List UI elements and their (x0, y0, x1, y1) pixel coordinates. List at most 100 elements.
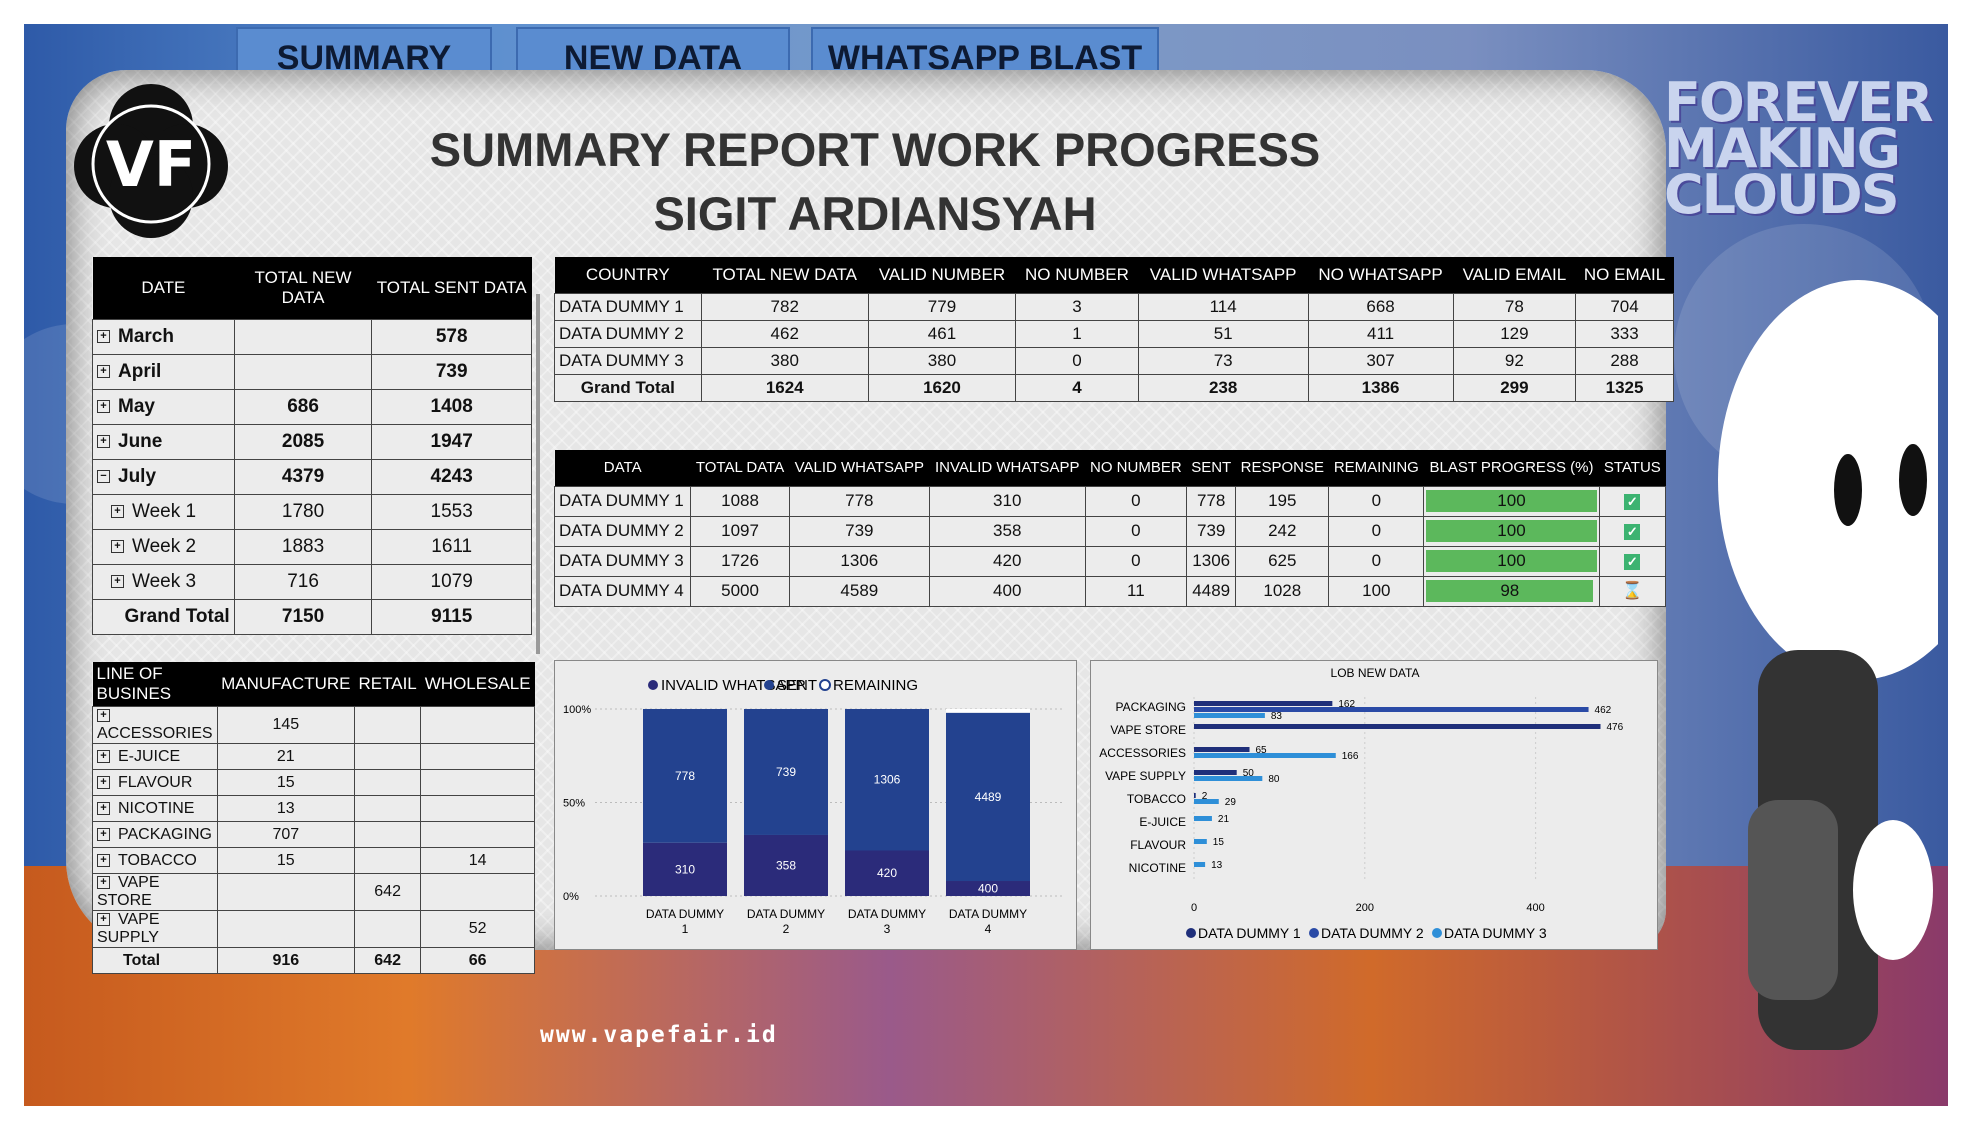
blast-col-header[interactable]: INVALID WHATSAPP (929, 450, 1086, 486)
lob-bar[interactable] (1194, 724, 1601, 729)
bar-invalid-segment[interactable] (744, 834, 828, 896)
lob-bar[interactable] (1194, 701, 1333, 706)
lob-bar[interactable] (1194, 776, 1263, 781)
country-col-header[interactable]: NO NUMBER (1015, 257, 1139, 293)
data-label-sent: 739 (776, 765, 796, 779)
blast-col-header[interactable]: NO NUMBER (1085, 450, 1187, 486)
col-total-new[interactable]: TOTAL NEW DATA (234, 257, 372, 319)
expand-icon[interactable]: + (111, 504, 124, 518)
bar-sent-segment[interactable] (643, 709, 727, 843)
lob-bar[interactable] (1194, 707, 1589, 712)
expand-icon[interactable]: + (111, 539, 124, 553)
stack-bar[interactable]: 400 4489 (946, 709, 1030, 896)
expand-icon[interactable]: + (97, 876, 110, 890)
date-row: + May 686 1408 (92, 388, 532, 425)
retail-cell (353, 910, 422, 948)
stack-bar[interactable]: 310 778 (643, 709, 727, 896)
country-col-header[interactable]: NO WHATSAPP (1308, 257, 1454, 293)
lob-bar[interactable] (1194, 862, 1206, 867)
sent-cell: 4243 (371, 458, 532, 495)
expand-icon[interactable]: + (97, 801, 110, 815)
blast-col-header[interactable]: SENT (1186, 450, 1236, 486)
lob-bar[interactable] (1194, 839, 1207, 844)
blast-col-header[interactable]: RESPONSE (1235, 450, 1329, 486)
expand-icon[interactable]: + (97, 399, 110, 413)
expand-icon[interactable]: + (97, 434, 110, 448)
lob-bar[interactable] (1194, 799, 1219, 804)
page-title: SUMMARY REPORT WORK PROGRESS SIGIT ARDIA… (429, 123, 1321, 240)
retail-cell (353, 769, 422, 796)
wholesale-cell: 52 (420, 910, 536, 948)
expand-icon[interactable]: + (97, 709, 110, 723)
retail-cell (353, 706, 422, 744)
country-col-header[interactable]: VALID WHATSAPP (1138, 257, 1308, 293)
legend-label: DATA DUMMY 3 (1444, 925, 1547, 941)
legend-marker (1309, 928, 1319, 938)
country-col-header[interactable]: VALID EMAIL (1453, 257, 1576, 293)
col-retail[interactable]: RETAIL (354, 662, 421, 707)
lob-bar[interactable] (1194, 770, 1237, 775)
expand-icon[interactable]: + (97, 329, 110, 343)
expand-icon[interactable]: + (97, 364, 110, 378)
expand-icon[interactable]: + (97, 853, 110, 867)
expand-toggle-cell[interactable]: − July (92, 458, 235, 495)
table-scrollbar[interactable] (536, 294, 540, 654)
lob-bar[interactable] (1194, 753, 1336, 758)
expand-toggle-cell[interactable]: + April (92, 353, 235, 390)
lob-bar[interactable] (1194, 713, 1265, 718)
expand-icon[interactable]: + (97, 913, 110, 927)
lob-row: + TOBACCO 15 14 (92, 847, 536, 874)
footer-url[interactable]: www.vapefair.id (540, 1022, 778, 1048)
blast-col-header[interactable]: REMAINING (1328, 450, 1424, 486)
expand-toggle-cell[interactable]: + Week 1 (92, 493, 235, 530)
bar-remaining-segment[interactable] (946, 709, 1030, 713)
lob-bar[interactable] (1194, 747, 1250, 752)
col-total-sent[interactable]: TOTAL SENT DATA (371, 257, 532, 319)
expand-icon[interactable]: + (97, 775, 110, 789)
stack-bar[interactable]: 420 1306 (845, 709, 929, 896)
expand-toggle-cell[interactable]: + May (92, 388, 235, 425)
blast-col-header[interactable]: TOTAL DATA (690, 450, 790, 486)
expand-toggle-cell[interactable]: + June (92, 423, 235, 460)
blast-stacked-chart: INVALID WHATSAPP SENT REMAINING 100% 50% 0% 31… (554, 660, 1077, 950)
blast-col-header[interactable]: DATA (554, 450, 691, 486)
blast-col-header[interactable]: STATUS (1599, 450, 1666, 486)
expand-toggle-cell[interactable]: + Week 3 (92, 563, 235, 600)
expand-icon[interactable]: + (111, 574, 124, 588)
blast-col-header[interactable]: BLAST PROGRESS (%) (1423, 450, 1600, 486)
collapse-icon[interactable]: − (97, 469, 110, 483)
bar-sent-segment[interactable] (744, 709, 828, 835)
lob-bar[interactable] (1194, 816, 1212, 821)
blast-row: DATA DUMMY 4 5000 4589 400 11 4489 1028 100 98 ⌛ (553, 575, 1667, 607)
expand-icon[interactable]: + (97, 749, 110, 763)
hourglass-icon: ⌛ (1621, 581, 1643, 600)
blast-cell: 1088 (690, 485, 790, 517)
col-lob[interactable]: LINE OF BUSINES (92, 662, 218, 707)
lob-label: VAPE SUPPLY (97, 911, 160, 946)
bar-invalid-segment[interactable] (946, 881, 1030, 896)
expand-toggle-cell[interactable]: + March (92, 318, 235, 355)
new-cell: 716 (233, 563, 373, 600)
country-col-header[interactable]: VALID NUMBER (868, 257, 1016, 293)
bar-sent-segment[interactable] (845, 709, 929, 851)
country-col-header[interactable]: COUNTRY (554, 257, 702, 293)
data-label-sent: 4489 (975, 790, 1002, 804)
x-tick-label: DATA DUMMY (646, 907, 724, 921)
country-cell: 288 (1575, 346, 1674, 375)
col-date[interactable]: DATE (92, 257, 235, 319)
expand-icon[interactable]: + (97, 827, 110, 841)
col-manufacture[interactable]: MANUFACTURE (217, 662, 355, 707)
y-tick-label: 50% (563, 798, 585, 810)
stack-bar[interactable]: 358 739 (744, 709, 828, 896)
blast-cell: 739 (788, 515, 930, 547)
bar-sent-segment[interactable] (946, 712, 1030, 882)
bar-invalid-segment[interactable] (845, 850, 929, 896)
col-wholesale[interactable]: WHOLESALE (420, 662, 535, 707)
country-col-header[interactable]: TOTAL NEW DATA (701, 257, 869, 293)
expand-toggle-cell[interactable]: + Week 2 (92, 528, 235, 565)
lob-bar[interactable] (1194, 793, 1196, 798)
x-tick-label: 1 (682, 922, 689, 936)
country-col-header[interactable]: NO EMAIL (1575, 257, 1674, 293)
blast-col-header[interactable]: VALID WHATSAPP (789, 450, 930, 486)
bar-invalid-segment[interactable] (643, 842, 727, 896)
